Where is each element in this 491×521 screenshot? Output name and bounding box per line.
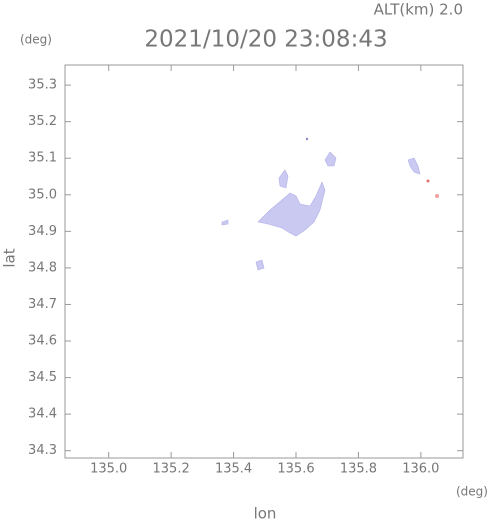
x-tick-label: 135.0 xyxy=(90,462,127,477)
echo xyxy=(257,181,326,237)
y-tick-label: 34.8 xyxy=(28,260,57,275)
echo xyxy=(255,259,265,271)
y-tick-label: 34.3 xyxy=(28,443,57,458)
y-tick-label: 34.9 xyxy=(28,224,57,239)
x-unit: (deg) xyxy=(456,485,488,499)
x-tick-label: 136.0 xyxy=(402,462,439,477)
y-tick-label: 34.7 xyxy=(28,297,57,312)
echo xyxy=(221,219,229,226)
y-tick-label: 35.3 xyxy=(28,78,57,93)
y-tick-label: 35.0 xyxy=(28,187,57,202)
x-tick-label: 135.6 xyxy=(277,462,314,477)
y-tick-label: 35.1 xyxy=(28,151,57,166)
y-tick-label: 34.4 xyxy=(28,407,57,422)
echo-strong xyxy=(435,194,439,198)
x-tick-label: 135.8 xyxy=(340,462,377,477)
echo xyxy=(305,137,309,141)
x-tick-label: 135.4 xyxy=(215,462,252,477)
chart-title: 2021/10/20 23:08:43 xyxy=(144,27,387,53)
plot-frame xyxy=(64,64,464,459)
echo xyxy=(407,157,421,175)
echo xyxy=(278,169,289,189)
echo xyxy=(324,151,337,167)
y-tick-label: 34.6 xyxy=(28,334,57,349)
y-tick-label: 34.5 xyxy=(28,370,57,385)
altitude-label: ALT(km) 2.0 xyxy=(374,1,463,19)
x-axis-label: lon xyxy=(254,505,277,521)
y-unit: (deg) xyxy=(20,33,52,47)
echo-strong xyxy=(426,179,430,183)
y-tick-label: 35.2 xyxy=(28,114,57,129)
x-tick-label: 135.2 xyxy=(153,462,190,477)
y-axis-label: lat xyxy=(1,248,19,267)
radar-echoes xyxy=(221,137,439,271)
